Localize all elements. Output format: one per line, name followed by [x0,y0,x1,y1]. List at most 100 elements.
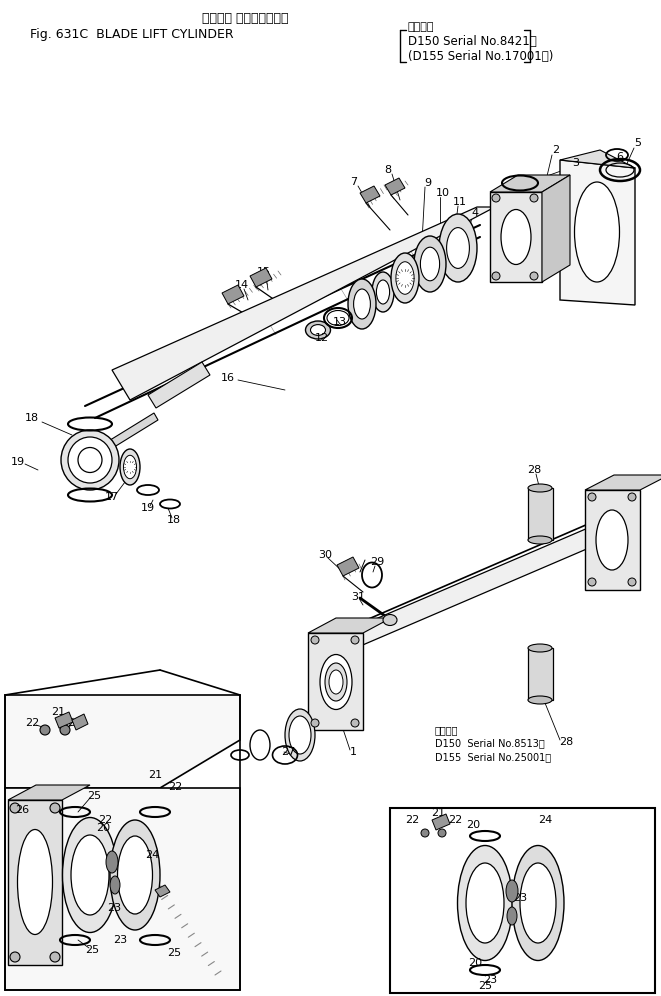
Ellipse shape [110,876,120,894]
Ellipse shape [110,820,160,930]
Polygon shape [250,268,272,287]
Ellipse shape [439,214,477,282]
Ellipse shape [396,262,414,294]
Circle shape [351,719,359,727]
Text: 22: 22 [25,718,39,728]
Polygon shape [560,160,635,305]
Text: 4: 4 [471,208,479,218]
Text: 13: 13 [333,317,347,327]
Polygon shape [308,618,391,633]
Text: 18: 18 [167,515,181,525]
Ellipse shape [391,253,419,303]
Text: 11: 11 [453,197,467,207]
Text: 25: 25 [87,791,101,801]
Ellipse shape [63,818,118,932]
Text: 3: 3 [572,158,580,168]
Text: 31: 31 [351,592,365,602]
Circle shape [628,578,636,586]
Text: 20: 20 [468,958,482,968]
Ellipse shape [354,289,370,319]
Ellipse shape [106,851,118,873]
Ellipse shape [124,455,137,479]
Polygon shape [490,192,542,282]
Polygon shape [560,150,635,168]
Text: D150 Serial No.8421～: D150 Serial No.8421～ [408,35,537,48]
Text: 1: 1 [350,747,356,757]
Ellipse shape [528,536,552,544]
Text: 19: 19 [11,457,25,467]
Text: 24: 24 [538,815,552,825]
Polygon shape [528,488,553,540]
Ellipse shape [528,696,552,704]
Ellipse shape [285,709,315,761]
Circle shape [10,952,20,962]
Polygon shape [222,285,244,304]
Polygon shape [112,207,495,400]
Text: 24: 24 [145,850,159,860]
Ellipse shape [376,280,389,304]
Text: 10: 10 [436,188,450,198]
Text: 適用号機: 適用号機 [408,22,434,32]
Ellipse shape [311,325,325,336]
Ellipse shape [507,907,517,925]
Text: 2: 2 [553,145,560,155]
Text: 22: 22 [98,815,112,825]
Polygon shape [148,362,210,408]
Polygon shape [155,885,170,897]
Ellipse shape [528,484,552,492]
Ellipse shape [383,615,397,625]
Ellipse shape [17,830,52,934]
Ellipse shape [348,279,376,329]
Circle shape [588,578,596,586]
Text: 25: 25 [85,945,99,955]
Polygon shape [72,714,88,730]
Circle shape [530,272,538,280]
Text: 21: 21 [148,770,162,780]
Circle shape [40,725,50,735]
Text: 6: 6 [617,152,623,162]
Polygon shape [5,695,240,788]
Polygon shape [55,712,73,728]
Text: 25: 25 [167,948,181,958]
Text: 23: 23 [107,903,121,913]
Circle shape [10,803,20,813]
Circle shape [492,194,500,202]
Circle shape [438,829,446,837]
Text: 16: 16 [221,373,235,383]
Ellipse shape [329,670,343,694]
Polygon shape [585,475,661,490]
Text: 適用号機: 適用号機 [435,725,459,735]
Polygon shape [308,633,363,730]
Ellipse shape [466,863,504,943]
Text: 23: 23 [483,975,497,985]
Ellipse shape [520,863,556,943]
Text: 21: 21 [51,707,65,717]
Text: 28: 28 [559,737,573,747]
Circle shape [492,272,500,280]
Ellipse shape [325,663,347,701]
Polygon shape [542,175,570,282]
Ellipse shape [61,430,119,490]
Ellipse shape [71,835,109,915]
Circle shape [60,725,70,735]
Text: 23: 23 [513,893,527,903]
Polygon shape [585,490,640,590]
Text: 28: 28 [527,465,541,475]
Ellipse shape [118,836,153,914]
Polygon shape [94,413,158,457]
Circle shape [50,803,60,813]
Text: 22: 22 [168,782,182,792]
Text: 18: 18 [25,413,39,423]
Polygon shape [490,175,570,192]
Text: 12: 12 [315,333,329,343]
Polygon shape [337,557,359,576]
Ellipse shape [596,510,628,570]
Ellipse shape [305,321,330,339]
Text: 14: 14 [235,280,249,290]
Ellipse shape [120,449,140,485]
Text: 15: 15 [257,267,271,277]
Circle shape [311,719,319,727]
Polygon shape [5,788,240,990]
Text: ブレード リフトシリンダ: ブレード リフトシリンダ [202,12,288,25]
Text: 27: 27 [281,747,295,757]
